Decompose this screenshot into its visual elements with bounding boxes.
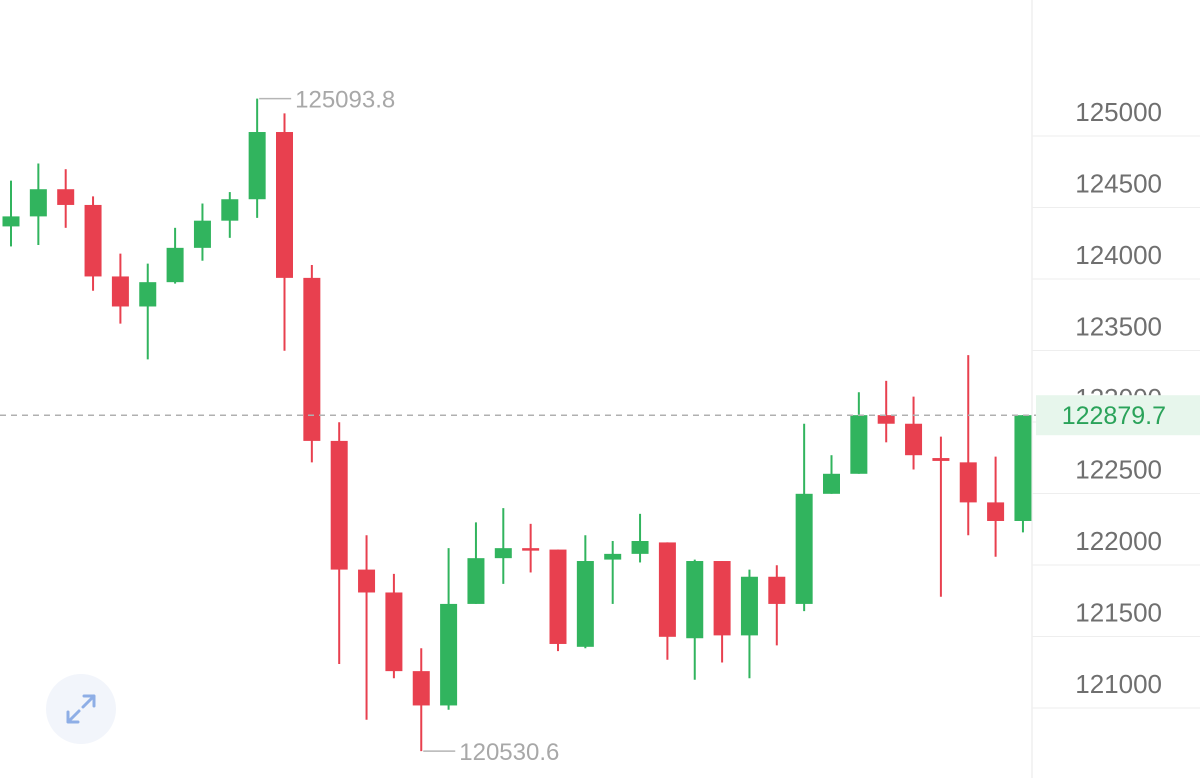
candle-body bbox=[412, 671, 430, 706]
candle-body bbox=[959, 462, 977, 503]
candle bbox=[522, 523, 540, 573]
candle bbox=[959, 355, 977, 536]
candle-body bbox=[166, 247, 184, 283]
candle-body bbox=[276, 132, 293, 278]
y-axis: 1250001245001240001235001230001225001220… bbox=[1075, 97, 1162, 699]
candle-body bbox=[905, 423, 923, 456]
candle bbox=[658, 542, 676, 660]
candle-body bbox=[467, 558, 485, 604]
y-tick-label: 124000 bbox=[1075, 240, 1162, 270]
candle-body bbox=[522, 548, 540, 551]
candle bbox=[932, 436, 950, 597]
candle bbox=[768, 565, 786, 646]
candle bbox=[740, 569, 758, 679]
high-marker: 125093.8 bbox=[259, 87, 395, 114]
candle-body bbox=[303, 277, 321, 441]
candle bbox=[276, 113, 293, 351]
candle-body bbox=[768, 576, 786, 604]
candle-body bbox=[221, 199, 239, 221]
candle bbox=[330, 422, 348, 664]
candle-body bbox=[795, 493, 813, 604]
candle-body bbox=[29, 189, 47, 217]
y-tick-label: 121500 bbox=[1075, 598, 1162, 628]
candle bbox=[139, 263, 157, 360]
candle bbox=[631, 513, 649, 563]
candle-body bbox=[57, 189, 75, 205]
candle bbox=[823, 455, 840, 494]
low-marker: 120530.6 bbox=[423, 739, 559, 766]
candle-body bbox=[604, 553, 622, 560]
candle-body bbox=[658, 542, 676, 637]
candle bbox=[358, 535, 376, 720]
extreme-markers: 125093.8 120530.6 bbox=[259, 87, 559, 766]
candle-body bbox=[193, 220, 211, 248]
y-tick-label: 124500 bbox=[1075, 169, 1162, 199]
last-price-label: 122879.7 bbox=[1062, 402, 1166, 430]
candle-body bbox=[440, 603, 458, 706]
candle-body bbox=[84, 204, 102, 277]
candle bbox=[412, 648, 430, 752]
candle bbox=[29, 163, 47, 245]
candle bbox=[467, 522, 485, 604]
candle bbox=[987, 456, 1005, 557]
last-price-tag bbox=[1036, 395, 1200, 436]
last-price-line: 122879.7 bbox=[0, 395, 1200, 436]
candle bbox=[713, 561, 731, 663]
y-tick-label: 122000 bbox=[1075, 526, 1162, 556]
y-tick-label: 125000 bbox=[1075, 97, 1162, 127]
candle-body bbox=[2, 216, 20, 227]
candle bbox=[549, 549, 567, 652]
candle-body bbox=[823, 473, 840, 494]
candle bbox=[166, 227, 184, 284]
candle bbox=[84, 196, 102, 291]
candle bbox=[221, 192, 239, 238]
candle-body bbox=[494, 548, 512, 559]
candle-body bbox=[330, 440, 348, 570]
candle bbox=[1014, 415, 1032, 533]
candle bbox=[494, 508, 512, 584]
candle-body bbox=[740, 576, 758, 636]
y-tick-label: 123500 bbox=[1075, 312, 1162, 342]
high-value-label: 125093.8 bbox=[295, 87, 395, 114]
candle bbox=[905, 396, 923, 470]
candle bbox=[385, 573, 403, 679]
candles bbox=[2, 98, 1032, 752]
y-tick-label: 122500 bbox=[1075, 455, 1162, 485]
expand-icon bbox=[66, 694, 96, 724]
candle-body bbox=[631, 541, 649, 554]
candle-body bbox=[385, 592, 403, 672]
candle bbox=[248, 98, 266, 218]
candle bbox=[576, 535, 594, 649]
expand-chart-button[interactable] bbox=[46, 674, 116, 744]
candle-body bbox=[850, 415, 868, 474]
candle-body bbox=[1014, 415, 1032, 521]
candle bbox=[850, 392, 868, 474]
candle-body bbox=[111, 276, 129, 307]
candle-body bbox=[576, 561, 594, 647]
candle bbox=[795, 423, 813, 612]
candle bbox=[877, 380, 895, 443]
candle-body bbox=[932, 458, 950, 461]
candle bbox=[604, 541, 622, 604]
candle bbox=[686, 559, 704, 680]
candle-body bbox=[358, 569, 376, 593]
candle bbox=[193, 203, 211, 261]
candle bbox=[111, 253, 129, 324]
candle-body bbox=[549, 549, 567, 644]
candle-body bbox=[686, 561, 704, 639]
candle-body bbox=[877, 415, 895, 424]
candle-body bbox=[139, 282, 157, 307]
candle bbox=[303, 265, 321, 463]
candle-body bbox=[987, 502, 1005, 521]
candle bbox=[2, 180, 20, 247]
candle bbox=[57, 169, 75, 228]
candle-body bbox=[713, 561, 731, 636]
candle-body bbox=[248, 132, 266, 200]
candle bbox=[440, 548, 458, 710]
y-tick-label: 121000 bbox=[1075, 669, 1162, 699]
low-value-label: 120530.6 bbox=[459, 739, 559, 766]
